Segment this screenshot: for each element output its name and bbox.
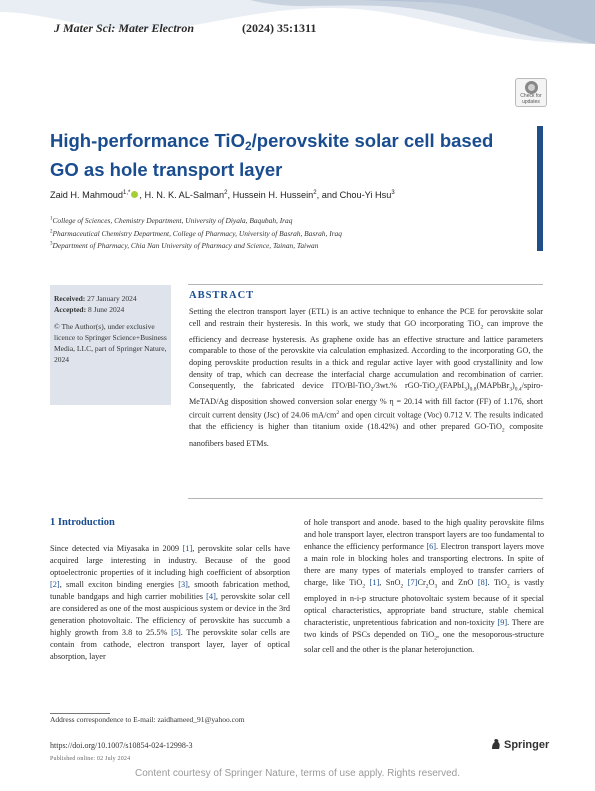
springer-horse-icon [492, 739, 500, 749]
title-part-1: High-performance TiO [50, 130, 245, 151]
section-heading-introduction: 1 Introduction [50, 517, 115, 528]
accepted-value: 8 June 2024 [86, 305, 125, 314]
citation-link[interactable]: [4] [206, 592, 216, 601]
abstract-text: Setting the electron transport layer (ET… [189, 307, 543, 448]
author-3[interactable]: , Hussein H. Hussein [227, 190, 314, 201]
citation-link[interactable]: [1] [182, 544, 193, 553]
author-4-sup: 3 [391, 190, 395, 196]
dates-box: Received: 27 January 2024 Accepted: 8 Jun… [50, 285, 171, 405]
footnote-rule [50, 713, 110, 714]
author-list: Zaid H. Mahmoud1,*, H. N. K. AL-Salman2,… [50, 190, 530, 200]
affiliation-1-num: 1 [50, 216, 53, 222]
title-subscript: 2 [244, 139, 252, 153]
badge-line-1: Check for [520, 93, 542, 99]
affiliation-3-text: Department of Pharmacy, Chia Nan Univers… [52, 241, 319, 250]
published-date: Published online: 02 July 2024 [50, 756, 131, 762]
affiliation-1-text: College of Sciences, Chemistry Departmen… [52, 216, 293, 225]
header-wave [0, 0, 595, 44]
citation-link[interactable]: [6] [426, 542, 437, 551]
doi-link[interactable]: https://doi.org/10.1007/s10854-024-12998… [50, 741, 193, 750]
author-4[interactable]: , and Chou-Yi Hsu [316, 190, 392, 201]
abstract-heading: ABSTRACT [189, 290, 255, 301]
body-column-left: Since detected via Miyasaka in 2009 [1],… [50, 544, 291, 661]
abstract-top-rule [188, 284, 543, 285]
correspondence-note: Address correspondence to E-mail: zaidha… [50, 715, 245, 724]
affiliation-2-text: Pharmaceutical Chemistry Department, Col… [52, 229, 342, 238]
affiliation-3-num: 3 [50, 241, 53, 247]
received-date: Received: 27 January 2024 Accepted: 8 Jun… [54, 293, 167, 315]
author-3-sup: 2 [313, 190, 317, 196]
badge-line-2: updates [522, 98, 540, 105]
license-text: © The Author(s), under exclusive licence… [54, 322, 167, 364]
body-column-right: of hole transport and anode. based to th… [304, 518, 544, 655]
springer-logo[interactable]: Springer [490, 738, 549, 751]
citation-link[interactable]: [3] [178, 580, 188, 589]
citation-link[interactable]: [1] [369, 578, 380, 587]
springer-wordmark: Springer [504, 739, 550, 751]
orcid-icon[interactable] [131, 191, 139, 199]
abstract-bottom-rule [188, 498, 543, 499]
journal-issue: (2024) 35:1311 [242, 21, 317, 35]
check-for-updates-badge[interactable]: Check for updates [515, 78, 547, 107]
citation-link[interactable]: [2] [50, 580, 60, 589]
author-2-sup: 2 [224, 190, 228, 196]
affiliation-2: 2Pharmaceutical Chemistry Department, Co… [50, 229, 342, 238]
affiliation-3: 3Department of Pharmacy, Chia Nan Univer… [50, 241, 318, 250]
accepted-label: Accepted: [54, 305, 87, 314]
title-side-bar [537, 126, 543, 251]
affiliation-2-num: 2 [50, 229, 53, 235]
citation-link[interactable]: [9] [497, 617, 508, 627]
article-title: High-performance TiO2/perovskite solar c… [50, 129, 520, 181]
check-updates-icon [524, 81, 538, 94]
citation-link[interactable]: [7] [407, 578, 418, 587]
author-1[interactable]: Zaid H. Mahmoud [50, 190, 124, 201]
citation-link[interactable]: [8] [477, 578, 488, 587]
citation-link[interactable]: [5] [171, 628, 181, 637]
affiliation-1: 1College of Sciences, Chemistry Departme… [50, 216, 292, 225]
courtesy-notice: Content courtesy of Springer Nature, ter… [135, 768, 460, 779]
author-1-sup: 1,* [123, 190, 131, 196]
author-2[interactable]: , H. N. K. AL-Salman [139, 190, 225, 201]
title-part-2: /perovskite solar cell based GO as hole … [50, 130, 494, 180]
journal-name: J Mater Sci: Mater Electron [54, 21, 194, 35]
received-label: Received: [54, 294, 86, 303]
received-value: 27 January 2024 [85, 294, 137, 303]
